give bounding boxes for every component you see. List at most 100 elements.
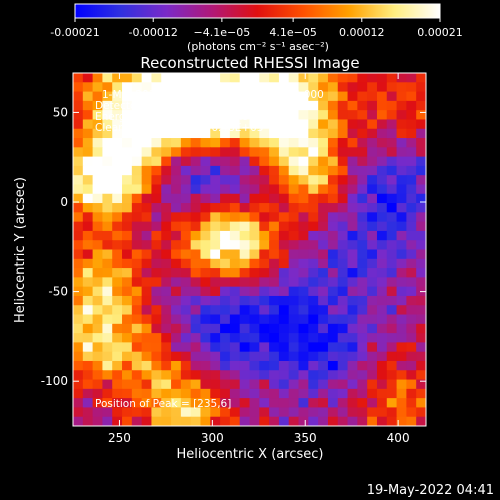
heatmap-cell (151, 203, 162, 213)
heatmap-cell (180, 91, 192, 102)
heatmap-cell (73, 221, 84, 232)
heatmap-cell (416, 388, 426, 399)
heatmap-cell (376, 128, 388, 139)
heatmap-cell (102, 286, 113, 297)
heatmap-cell (318, 268, 329, 278)
heatmap-cell (259, 388, 270, 399)
heatmap-cell (92, 156, 104, 167)
heatmap-cell (141, 360, 153, 371)
heatmap-cell (210, 407, 221, 418)
heatmap-cell (259, 295, 270, 306)
heatmap-cell (73, 323, 84, 334)
heatmap-cell (131, 193, 143, 204)
heatmap-cell (259, 128, 270, 139)
heatmap-cell (73, 277, 84, 288)
heatmap-cell (259, 100, 270, 111)
heatmap-cell (112, 212, 123, 223)
heatmap-cell (200, 212, 211, 223)
heatmap-cell (151, 305, 162, 316)
heatmap-cell (82, 184, 94, 195)
heatmap-cell (396, 398, 407, 409)
heatmap-cell (278, 258, 290, 269)
heatmap-cell (249, 323, 260, 334)
heatmap-cell (229, 286, 241, 297)
heatmap-cell (347, 277, 358, 288)
heatmap-cell (239, 156, 251, 167)
heatmap-cell (278, 240, 290, 251)
heatmap-cell (180, 230, 192, 241)
heatmap-cell (200, 416, 211, 426)
heatmap-cell (102, 277, 113, 288)
heatmap-cell (122, 286, 133, 297)
heatmap-cell (376, 100, 388, 111)
heatmap-cell (171, 295, 182, 306)
heatmap-cell (288, 100, 300, 111)
heatmap-cell (327, 305, 339, 316)
heatmap-cell (406, 138, 417, 148)
heatmap-cell (82, 240, 94, 251)
heatmap-cell (347, 110, 358, 121)
heatmap-cell (229, 230, 241, 241)
heatmap-cell (92, 110, 104, 121)
heatmap-cell (141, 82, 153, 93)
heatmap-cell (122, 240, 133, 251)
heatmap-cell (122, 323, 133, 334)
heatmap-cell (210, 351, 221, 362)
heatmap-cell (278, 333, 290, 343)
heatmap-cell (376, 230, 388, 241)
heatmap-cell (112, 295, 123, 306)
heatmap-cell (92, 286, 104, 297)
heatmap-cell (82, 333, 94, 343)
heatmap-cell (288, 119, 300, 130)
heatmap-cell (406, 147, 417, 158)
heatmap-cell (171, 147, 182, 158)
heatmap-cell (347, 128, 358, 139)
heatmap-cell (220, 240, 231, 251)
heatmap-cell (229, 147, 241, 158)
heatmap-cell (200, 175, 211, 186)
heatmap-cell (112, 221, 123, 232)
heatmap-cell (82, 407, 94, 418)
heatmap-cell (220, 258, 231, 269)
heatmap-cell (278, 221, 290, 232)
heatmap-cell (327, 73, 339, 83)
heatmap-cell (308, 333, 319, 343)
heatmap-cell (376, 258, 388, 269)
heatmap-cell (180, 165, 192, 176)
x-tick-label: 350 (294, 431, 317, 445)
heatmap-cell (122, 175, 133, 186)
heatmap-cell (82, 379, 94, 390)
heatmap-cell (376, 156, 388, 167)
heatmap-cell (278, 342, 290, 353)
heatmap-cell (308, 193, 319, 204)
heatmap-cell (141, 193, 153, 204)
heatmap-cell (112, 193, 123, 204)
heatmap-cell (122, 342, 133, 353)
heatmap-cell (190, 398, 202, 409)
heatmap-cell (171, 407, 182, 418)
heatmap-cell (347, 333, 358, 343)
heatmap-cell (220, 100, 231, 111)
heatmap-cell (239, 268, 251, 278)
heatmap-cell (396, 342, 407, 353)
heatmap-cell (239, 305, 251, 316)
heatmap-cell (347, 351, 358, 362)
heatmap-cell (239, 407, 251, 418)
heatmap-cell (416, 258, 426, 269)
heatmap-cell (141, 277, 153, 288)
heatmap-cell (180, 370, 192, 381)
heatmap-cell (220, 156, 231, 167)
heatmap-cell (131, 370, 143, 381)
heatmap-cell (229, 351, 241, 362)
heatmap-cell (259, 165, 270, 176)
heatmap-cell (200, 119, 211, 130)
heatmap-cell (259, 91, 270, 102)
heatmap-cell (180, 314, 192, 325)
plot-frame (72, 72, 427, 427)
x-axis-label: Heliocentric X (arcsec) (177, 447, 324, 462)
heatmap-cell (376, 212, 388, 223)
heatmap-cell (416, 221, 426, 232)
heatmap-cell (200, 249, 211, 260)
heatmap-cell (357, 175, 368, 186)
heatmap-cell (259, 73, 270, 83)
